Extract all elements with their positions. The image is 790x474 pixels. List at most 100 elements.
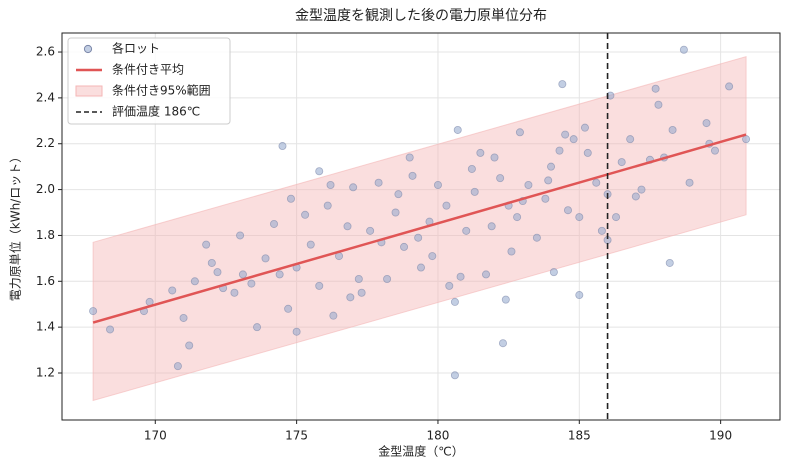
scatter-point <box>637 185 646 194</box>
scatter-point <box>679 45 688 54</box>
scatter-point <box>476 148 485 157</box>
scatter-point <box>532 233 541 242</box>
legend-marker <box>75 85 103 97</box>
scatter-point <box>547 162 556 171</box>
scatter-point <box>207 258 216 267</box>
y-axis-label: 電力原単位（kWh/ロット） <box>8 151 23 301</box>
scatter-point <box>453 125 462 134</box>
scatter-point <box>513 213 522 222</box>
scatter-point <box>710 146 719 155</box>
chart-title: 金型温度を観測した後の電力原単位分布 <box>295 7 547 24</box>
scatter-point <box>592 178 601 187</box>
scatter-point <box>725 82 734 91</box>
scatter-point <box>238 270 247 279</box>
scatter-point <box>253 323 262 332</box>
x-tick-label: 180 <box>427 429 450 443</box>
y-tick-label: 1.2 <box>36 366 55 380</box>
scatter-point <box>665 258 674 267</box>
scatter-point <box>400 242 409 251</box>
scatter-point <box>278 142 287 151</box>
x-tick-label: 175 <box>285 429 308 443</box>
scatter-point <box>524 181 533 190</box>
scatter-point <box>329 311 338 320</box>
scatter-point <box>357 288 366 297</box>
scatter-point <box>544 176 553 185</box>
scatter-point <box>202 240 211 249</box>
scatter-point <box>580 123 589 132</box>
scatter-point <box>490 153 499 162</box>
scatter-point <box>416 263 425 272</box>
y-tick-label: 1.6 <box>36 274 55 288</box>
scatter-point <box>515 128 524 137</box>
scatter-point <box>651 84 660 93</box>
scatter-point <box>456 272 465 281</box>
y-tick-label: 1.8 <box>36 228 55 242</box>
scatter-point <box>428 252 437 261</box>
scatter-point <box>261 254 270 263</box>
scatter-point <box>315 281 324 290</box>
scatter-point <box>626 135 635 144</box>
scatter-point <box>563 206 572 215</box>
scatter-point <box>496 174 505 183</box>
scatter-point <box>507 247 516 256</box>
scatter-point <box>408 171 417 180</box>
y-tick-label: 2.4 <box>36 90 55 104</box>
scatter-point <box>190 277 199 286</box>
scatter-point <box>306 240 315 249</box>
mean-line <box>92 133 747 324</box>
scatter-point <box>213 268 222 277</box>
scatter-point <box>185 341 194 350</box>
scatter-point <box>168 286 177 295</box>
scatter-point <box>343 222 352 231</box>
scatter-point <box>349 183 358 192</box>
legend-label: 各ロット <box>112 41 160 56</box>
scatter-point <box>450 297 459 306</box>
scatter-point <box>498 339 507 348</box>
y-tick-label: 1.4 <box>36 320 55 334</box>
scatter-point <box>179 313 188 322</box>
plot-frame <box>61 32 781 421</box>
scatter-point <box>462 226 471 235</box>
scatter-point <box>89 307 98 316</box>
scatter-point <box>575 291 584 300</box>
scatter-point <box>391 208 400 217</box>
scatter-point <box>742 135 751 144</box>
scatter-point <box>597 226 606 235</box>
legend-marker <box>83 44 93 54</box>
scatter-point <box>106 325 115 334</box>
y-tick-label: 2.2 <box>36 136 55 150</box>
scatter-point <box>654 100 663 109</box>
scatter-point <box>292 327 301 336</box>
scatter-point <box>569 135 578 144</box>
scatter-point <box>482 270 491 279</box>
scatter-point <box>558 80 567 89</box>
scatter-point <box>414 233 423 242</box>
scatter-point <box>617 158 626 167</box>
scatter-point <box>442 201 451 210</box>
legend-label: 条件付き95%範囲 <box>112 83 211 98</box>
scatter-point <box>583 148 592 157</box>
scatter-point <box>346 293 355 302</box>
scatter-point <box>685 178 694 187</box>
scatter-point <box>173 362 182 371</box>
scatter-point <box>366 226 375 235</box>
legend-label: 評価温度 186℃ <box>112 104 200 119</box>
scatter-point <box>284 304 293 313</box>
x-tick-label: 170 <box>144 429 167 443</box>
scatter-point <box>549 268 558 277</box>
scatter-point <box>467 164 476 173</box>
scatter-point <box>354 275 363 284</box>
scatter-point <box>487 222 496 231</box>
x-axis-label: 金型温度（℃） <box>378 444 463 459</box>
y-tick-label: 2.0 <box>36 182 55 196</box>
scatter-point <box>374 178 383 187</box>
scatter-point <box>315 167 324 176</box>
scatter-point <box>541 194 550 203</box>
scatter-point <box>470 187 479 196</box>
scatter-point <box>236 231 245 240</box>
scatter-point <box>631 192 640 201</box>
scatter-point <box>433 181 442 190</box>
scatter-point <box>394 190 403 199</box>
scatter-point <box>445 281 454 290</box>
